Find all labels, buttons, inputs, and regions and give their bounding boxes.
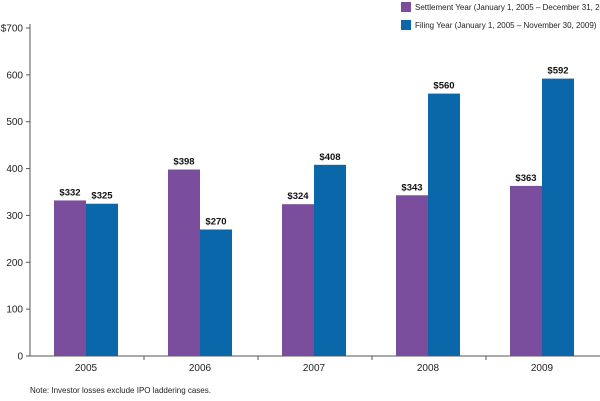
bar — [54, 200, 86, 356]
bar — [168, 169, 200, 356]
legend-entry: Filing Year (January 1, 2005 – November … — [415, 21, 597, 30]
legend-swatch — [401, 2, 411, 12]
data-label: $324 — [287, 191, 309, 202]
data-label: $592 — [547, 66, 568, 77]
x-tick-label: 2006 — [189, 363, 212, 374]
data-label: $270 — [205, 216, 226, 227]
bar — [86, 203, 118, 356]
bar — [542, 78, 574, 356]
data-label: $560 — [433, 81, 454, 92]
bar — [510, 185, 542, 356]
x-tick-label: 2005 — [75, 363, 98, 374]
legend-swatch — [401, 20, 411, 30]
data-label: $363 — [515, 173, 536, 184]
bar — [396, 195, 428, 356]
y-tick-label: 0 — [17, 352, 23, 363]
y-tick-label: 500 — [6, 117, 23, 128]
y-tick-label: 300 — [6, 211, 23, 222]
x-tick-label: 2008 — [417, 363, 440, 374]
legend-entry: Settlement Year (January 1, 2005 – Decem… — [415, 3, 600, 12]
x-tick-label: 2009 — [531, 363, 554, 374]
bar — [200, 229, 232, 356]
chart-note: Note: Investor losses exclude IPO ladder… — [30, 386, 211, 395]
y-tick-label: 100 — [6, 305, 23, 316]
x-tick-label: 2007 — [303, 363, 326, 374]
y-tick-label: 400 — [6, 164, 23, 175]
y-tick-label: $700 — [1, 24, 24, 35]
bar — [428, 93, 460, 356]
data-label: $408 — [319, 152, 340, 163]
y-tick-label: 200 — [6, 258, 23, 269]
bar — [314, 164, 346, 356]
data-label: $325 — [91, 191, 113, 202]
data-label: $343 — [401, 182, 422, 193]
data-label: $398 — [173, 157, 194, 168]
bar — [282, 204, 314, 356]
data-label: $332 — [59, 187, 80, 198]
y-tick-label: 600 — [6, 70, 23, 81]
